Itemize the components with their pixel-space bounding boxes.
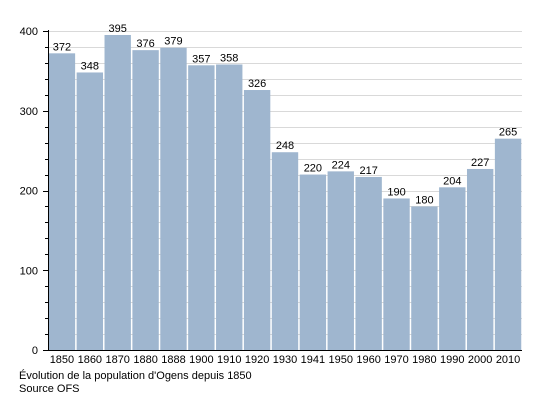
x-tick-label: 1910 bbox=[217, 354, 241, 366]
x-tick-label: 1888 bbox=[161, 354, 185, 366]
bar bbox=[383, 198, 410, 350]
data-label: 190 bbox=[387, 186, 405, 198]
x-tick-label: 1870 bbox=[105, 354, 129, 366]
bar bbox=[466, 168, 494, 350]
data-label: 220 bbox=[304, 163, 322, 175]
y-tick-label: 200 bbox=[20, 186, 38, 198]
bar bbox=[411, 206, 438, 350]
data-label: 265 bbox=[499, 127, 517, 139]
bar bbox=[188, 65, 215, 350]
bar bbox=[132, 50, 159, 350]
data-label: 372 bbox=[53, 41, 71, 53]
bar bbox=[271, 152, 299, 350]
x-tick-label: 2000 bbox=[468, 354, 492, 366]
x-tick-label: 1860 bbox=[78, 354, 102, 366]
bar bbox=[160, 47, 187, 351]
y-tick-label: 0 bbox=[32, 345, 38, 357]
x-tick-label: 1900 bbox=[189, 354, 213, 366]
x-tick-label: 2010 bbox=[496, 354, 520, 366]
bar bbox=[48, 53, 76, 351]
data-label: 248 bbox=[276, 140, 294, 152]
x-tick-label: 1970 bbox=[384, 354, 408, 366]
data-label: 180 bbox=[415, 194, 433, 206]
data-label: 395 bbox=[109, 23, 127, 35]
x-tick-label: 1850 bbox=[50, 354, 74, 366]
bars bbox=[48, 34, 522, 351]
x-tick-label: 1941 bbox=[301, 354, 325, 366]
bar bbox=[494, 138, 522, 350]
data-label: 217 bbox=[359, 165, 377, 177]
x-tick-label: 1950 bbox=[329, 354, 353, 366]
data-label: 326 bbox=[248, 78, 266, 90]
data-label: 224 bbox=[332, 159, 350, 171]
bar bbox=[439, 187, 466, 350]
data-label: 204 bbox=[443, 175, 461, 187]
bar bbox=[243, 90, 271, 350]
x-tick-label: 1880 bbox=[133, 354, 157, 366]
chart-caption: Évolution de la population d'Ogens depui… bbox=[19, 370, 252, 382]
bar bbox=[327, 171, 354, 350]
data-label: 227 bbox=[471, 157, 489, 169]
x-tick-label: 1960 bbox=[356, 354, 380, 366]
bar bbox=[104, 34, 131, 351]
axes bbox=[43, 30, 522, 351]
bar bbox=[355, 176, 382, 350]
bar bbox=[216, 64, 243, 351]
data-label: 376 bbox=[136, 38, 154, 50]
chart-source: Source OFS bbox=[19, 383, 80, 395]
y-tick-label: 300 bbox=[20, 106, 38, 118]
data-label: 357 bbox=[192, 53, 210, 65]
bar bbox=[299, 174, 327, 350]
data-label: 348 bbox=[81, 60, 99, 72]
labels: 372 1850 348 1860 395 1870 376 1880 379 1888 357 19… bbox=[20, 23, 521, 366]
y-tick-label: 100 bbox=[20, 265, 38, 277]
bar bbox=[76, 72, 104, 350]
data-label: 379 bbox=[164, 36, 182, 48]
y-tick-label: 400 bbox=[20, 26, 38, 38]
data-label: 358 bbox=[220, 52, 238, 64]
x-tick-label: 1980 bbox=[412, 354, 436, 366]
x-tick-label: 1990 bbox=[440, 354, 464, 366]
x-tick-label: 1920 bbox=[245, 354, 269, 366]
x-tick-label: 1930 bbox=[273, 354, 297, 366]
